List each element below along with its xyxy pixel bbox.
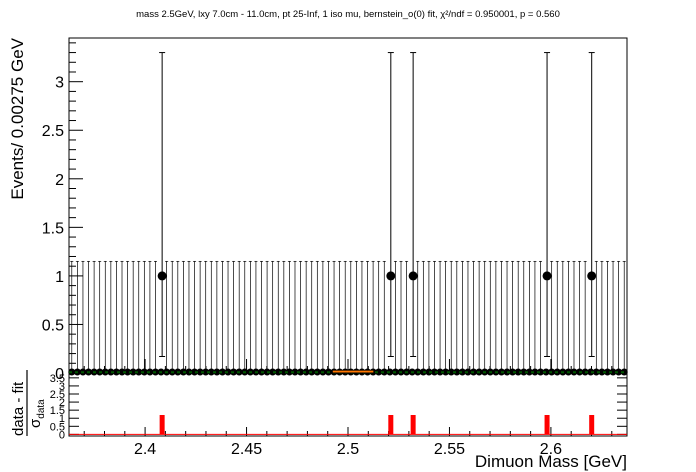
y-tick-label: 0 (55, 366, 64, 383)
pull-y-title-denominator: σdata (27, 399, 47, 428)
empty-bin-marker (514, 368, 522, 376)
empty-bin-marker (509, 368, 517, 376)
data-point (587, 271, 597, 281)
empty-bin-marker (135, 368, 143, 376)
empty-bin-marker (112, 368, 120, 376)
empty-bin-marker (140, 368, 148, 376)
empty-bin-marker (615, 368, 623, 376)
pull-panel: 00.511.522.533.5 2.4 2.45 2.5 2.55 2.6 data … (10, 370, 628, 471)
pull-x-axis: 2.4 2.45 2.5 2.55 2.6 (83, 427, 613, 458)
pull-y-tick-label: 3.5 (50, 373, 65, 385)
empty-bin-marker (274, 368, 282, 376)
pull-plot-frame (68, 372, 628, 437)
x-tick-label: 2.55 (434, 441, 465, 458)
data-point (542, 271, 552, 281)
empty-bin-marker (458, 368, 466, 376)
empty-bin-marker (269, 368, 277, 376)
pull-y-tick-label: 0.5 (50, 421, 65, 433)
data-point (157, 271, 167, 281)
pull-bars (69, 415, 627, 435)
empty-bin-marker (107, 368, 115, 376)
empty-bin-marker (196, 368, 204, 376)
main-panel: 0 0.5 1 1.5 2 2.5 3 Events/ 0.00275 GeV (8, 37, 628, 383)
empty-bin-marker (525, 368, 533, 376)
empty-bin-marker (587, 368, 595, 376)
empty-bin-marker (185, 368, 193, 376)
x-tick-label: 2.4 (134, 441, 156, 458)
empty-bin-marker (124, 368, 132, 376)
empty-bin-marker (447, 368, 455, 376)
empty-bin-marker (425, 368, 433, 376)
empty-bin-marker (207, 368, 215, 376)
empty-bin-marker (129, 368, 137, 376)
pull-y-tick-label: 1 (59, 413, 65, 425)
empty-bin-marker (202, 368, 210, 376)
data-point (408, 271, 418, 281)
empty-bin-marker (302, 368, 310, 376)
empty-bin-marker (436, 368, 444, 376)
pull-bar (410, 415, 416, 435)
empty-bin-marker (297, 368, 305, 376)
x-axis-title: Dimuon Mass [GeV] (475, 452, 627, 471)
pull-y-tick-label: 3 (59, 381, 65, 393)
pull-bar (388, 415, 394, 435)
empty-bin-marker (375, 368, 383, 376)
pull-bar (544, 415, 550, 435)
pull-y-title-numerator: data - fit (10, 381, 27, 436)
data-point (386, 271, 396, 281)
y-tick-label: 2.5 (42, 123, 64, 140)
y-tick-label: 1 (55, 269, 64, 286)
empty-bin-marker (542, 368, 550, 376)
empty-bin-marker (191, 368, 199, 376)
empty-bin-marker (603, 368, 611, 376)
empty-bin-marker (620, 368, 628, 376)
y-tick-label: 2 (55, 172, 64, 189)
x-tick-label: 2.5 (337, 441, 359, 458)
main-y-axis: 0 0.5 1 1.5 2 2.5 3 (42, 42, 83, 383)
empty-bin-marker (218, 368, 226, 376)
empty-bin-marker (380, 368, 388, 376)
empty-bin-marker (609, 368, 617, 376)
pull-bar (589, 415, 595, 435)
empty-bin-marker (280, 368, 288, 376)
data-points (157, 52, 597, 357)
empty-bin-marker (453, 368, 461, 376)
empty-bin-marker (213, 368, 221, 376)
pull-y-axis-title: data - fit σdata (10, 370, 47, 436)
empty-bin-marker (592, 368, 600, 376)
pull-y-axis: 00.511.522.533.5 (50, 373, 627, 441)
chart-title: mass 2.5GeV, lxy 7.0cm - 11.0cm, pt 25-I… (136, 9, 560, 20)
main-plot-frame (68, 37, 628, 374)
pull-y-tick-label: 1.5 (50, 405, 65, 417)
empty-bin-marker (118, 368, 126, 376)
empty-bin-marker (430, 368, 438, 376)
x-tick-label: 2.45 (231, 441, 262, 458)
pull-y-tick-label: 0 (59, 429, 65, 441)
pull-y-tick-label: 2.5 (50, 389, 65, 401)
empty-bin-marker (285, 368, 293, 376)
empty-bin-marker (442, 368, 450, 376)
empty-bin-marker (224, 368, 232, 376)
empty-bin-error-bars (68, 260, 628, 376)
empty-bin-marker (537, 368, 545, 376)
y-tick-label: 0.5 (42, 317, 64, 334)
y-tick-label: 1.5 (42, 220, 64, 237)
pull-y-tick-label: 2 (59, 397, 65, 409)
empty-bin-marker (598, 368, 606, 376)
empty-bin-marker (291, 368, 299, 376)
main-y-axis-title: Events/ 0.00275 GeV (8, 37, 27, 199)
pull-bar (159, 415, 165, 435)
y-tick-label: 3 (55, 75, 64, 92)
x-tick-label: 2.6 (540, 441, 562, 458)
empty-bin-marker (520, 368, 528, 376)
empty-bin-marker (531, 368, 539, 376)
